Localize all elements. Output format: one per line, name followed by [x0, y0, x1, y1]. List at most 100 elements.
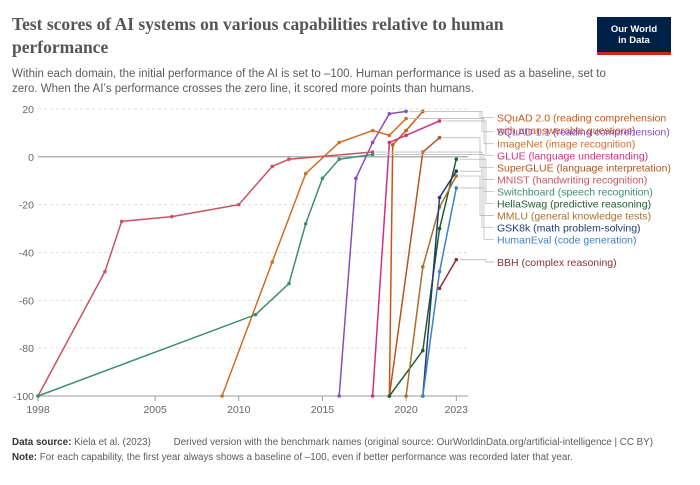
- series-line-superglue: [388, 137, 441, 397]
- legend-connector-hellaswag: [459, 158, 494, 204]
- y-tick-label: 0: [28, 152, 34, 164]
- chart-subtitle: Within each domain, the initial performa…: [12, 68, 606, 95]
- y-tick-label: -80: [19, 343, 34, 355]
- legend-connector-bbh: [459, 259, 494, 263]
- legend-label-squad: with unanswerable questions): [496, 125, 635, 137]
- data-point-imagenet: [337, 140, 341, 145]
- data-point-gsk8k: [437, 195, 442, 200]
- data-point-bbh: [437, 286, 442, 291]
- data-point-switchboard: [337, 157, 341, 162]
- data-point-hellaswag: [387, 394, 392, 398]
- chart-title: Test scores of AI systems on various cap…: [12, 14, 504, 57]
- data-point-switchboard: [370, 152, 375, 157]
- derived-version-text[interactable]: Derived version with the benchmark names…: [173, 437, 653, 448]
- data-point-mmlu: [421, 265, 425, 269]
- series-line-humaneval: [422, 187, 458, 397]
- series-line-bbh: [438, 259, 457, 289]
- data-source-line: Data source: Kiela et al. (2023) Derived…: [12, 437, 653, 448]
- data-point-mnist: [119, 219, 124, 224]
- data-point-switchboard: [303, 222, 308, 226]
- data-point-imagenet: [404, 116, 408, 121]
- data-point-imagenet: [303, 171, 308, 176]
- y-tick-label: -100: [13, 391, 34, 403]
- legend-connector-humaneval: [459, 187, 494, 240]
- legend-label-squad: SQuAD 2.0 (reading comprehension: [497, 112, 666, 124]
- data-point-hellaswag: [454, 157, 459, 162]
- data-point-imagenet: [220, 394, 224, 398]
- series-line-glue: [371, 120, 440, 397]
- data-point-squad: [370, 140, 375, 145]
- data-source-text[interactable]: Kiela et al. (2023): [74, 437, 151, 448]
- series: [36, 109, 459, 398]
- data-point-mmlu: [404, 394, 408, 398]
- data-point-switchboard: [287, 281, 291, 286]
- data-point-imagenet: [387, 133, 392, 138]
- legend-label-imagenet: ImageNet (image recognition): [497, 139, 635, 151]
- data-point-glue: [370, 394, 375, 398]
- data-point-humaneval: [437, 269, 442, 274]
- legend-connector-mnist: [375, 151, 494, 180]
- grid: [38, 108, 468, 349]
- series-line-mmlu: [405, 175, 457, 397]
- data-point-switchboard: [320, 176, 325, 181]
- legend-connector-squad: [409, 110, 494, 133]
- data-point-hellaswag: [421, 348, 425, 353]
- data-point-mnist: [170, 214, 174, 219]
- data-point-humaneval: [454, 186, 459, 190]
- legend-connector-squad: [425, 110, 494, 118]
- data-point-gsk8k: [454, 169, 459, 173]
- data-point-switchboard: [36, 394, 40, 398]
- x-tick-label: 2023: [445, 404, 469, 416]
- data-point-squad: [390, 143, 395, 147]
- series-line-imagenet: [221, 118, 407, 397]
- data-point-mmlu: [454, 174, 459, 178]
- y-tick-label: -20: [19, 200, 34, 212]
- x-tick-label: 2005: [143, 404, 167, 416]
- data-point-squad: [354, 176, 358, 181]
- x-tick-label: 2020: [394, 404, 418, 416]
- data-point-bbh: [454, 257, 459, 262]
- legend-connector-gsk8k: [459, 170, 494, 228]
- x-tick-label: 2010: [227, 404, 251, 416]
- series-line-switchboard: [37, 153, 373, 397]
- data-point-squad: [387, 111, 392, 116]
- data-point-imagenet: [370, 128, 375, 133]
- y-tick-label: 20: [22, 104, 34, 116]
- data-point-mnist: [103, 269, 107, 274]
- y-tick-label: -60: [19, 295, 34, 307]
- data-point-mnist: [236, 202, 241, 207]
- legend-label-hellaswag: HellaSwag (predictive reasoning): [497, 198, 651, 210]
- legend-connector-superglue: [442, 137, 494, 168]
- data-point-glue: [387, 140, 392, 145]
- note-text: For each capability, the first year alwa…: [39, 452, 573, 463]
- data-point-humaneval: [421, 394, 425, 398]
- legend-connector-glue: [442, 120, 494, 157]
- y-tick-label: -40: [19, 248, 34, 260]
- note-line: Note: For each capability, the first yea…: [12, 452, 573, 463]
- data-point-mnist: [270, 164, 275, 169]
- data-point-squad: [404, 128, 408, 133]
- x-tick-label: 2015: [311, 404, 335, 416]
- legend-connector-switchboard: [375, 154, 494, 192]
- data-point-hellaswag: [437, 226, 442, 231]
- legend-label-mmlu: MMLU (general knowledge tests): [497, 210, 651, 222]
- legend-label-glue: GLUE (language understanding): [497, 151, 648, 163]
- data-point-glue: [437, 119, 442, 123]
- legend-label-superglue: SuperGLUE (language interpretation): [497, 163, 671, 175]
- data-point-imagenet: [270, 260, 275, 264]
- data-source-label: Data source:: [12, 437, 72, 448]
- legend-label-mnist: MNIST (handwriting recognition): [497, 175, 647, 187]
- our-world-in-data-logo[interactable]: Our World in Data: [597, 17, 671, 55]
- legend-connector-mmlu: [459, 175, 494, 216]
- data-point-glue: [404, 133, 408, 138]
- note-label: Note:: [12, 452, 38, 463]
- legend-label-squad: SQuAD 1.1 (reading comprehension): [497, 127, 670, 139]
- series-line-mnist: [37, 151, 373, 397]
- x-tick-label: 1998: [26, 404, 50, 416]
- legend-label-switchboard: Switchboard (speech recognition): [497, 187, 653, 199]
- legend-label-gsk8k: GSK8k (math problem-solving): [497, 222, 641, 234]
- logo-line-2: in Data: [618, 35, 650, 46]
- legend-label-bbh: BBH (complex reasoning): [497, 257, 617, 269]
